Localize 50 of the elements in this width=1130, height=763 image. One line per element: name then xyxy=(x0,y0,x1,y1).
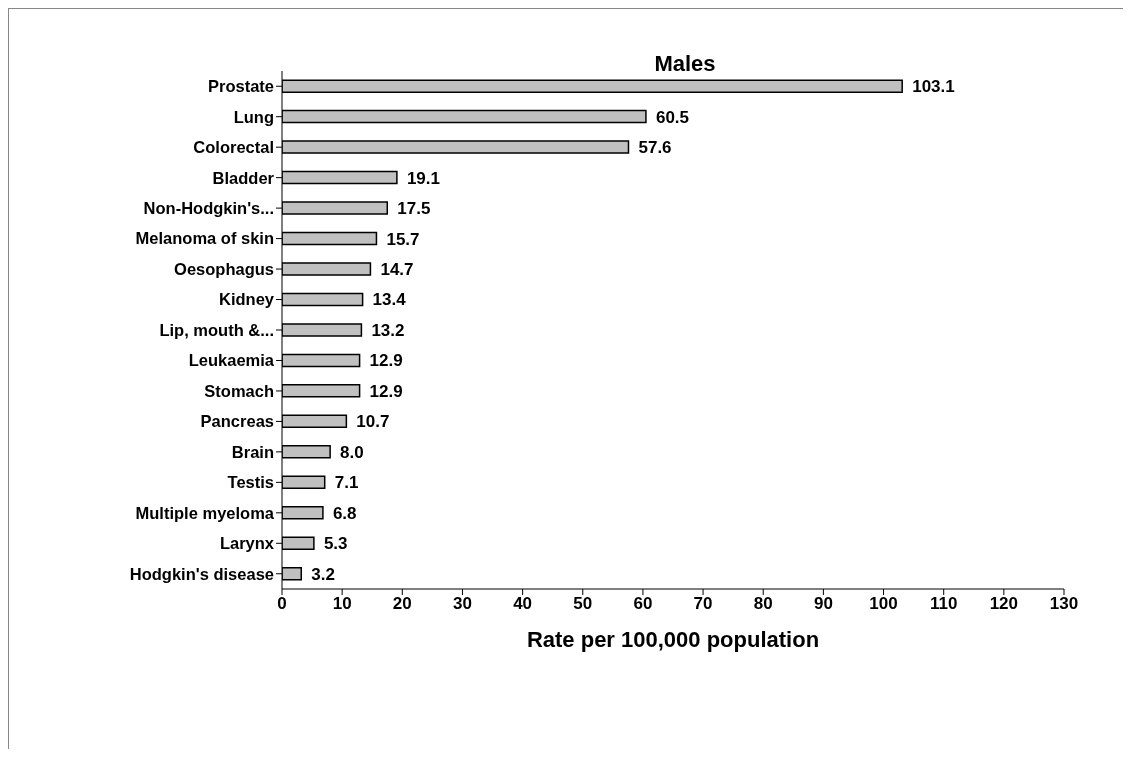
y-tick-label: Oesophagus xyxy=(174,259,274,278)
data-label: 14.7 xyxy=(380,260,414,279)
data-label: 12.9 xyxy=(369,351,403,371)
y-tick-label: Prostate xyxy=(207,77,274,96)
data-label: 12.9 xyxy=(369,381,403,401)
y-tick-label: Pancreas xyxy=(200,412,274,431)
data-label: 57.6 xyxy=(638,138,672,158)
data-label: 13.4 xyxy=(372,290,407,310)
data-label: 10.7 xyxy=(356,412,390,432)
data-label: 15.7 xyxy=(386,229,420,249)
x-tick-label: 120 xyxy=(989,594,1019,614)
x-tick-label: 0 xyxy=(277,594,287,614)
data-label: 103.1 xyxy=(912,77,955,97)
data-label: 6.8 xyxy=(332,503,357,523)
x-tick-label: 10 xyxy=(332,594,352,614)
y-tick-label: Hodgkin's disease xyxy=(129,564,274,583)
y-tick-label: Brain xyxy=(231,442,274,461)
data-label: 5.3 xyxy=(323,534,348,554)
x-tick-label: 20 xyxy=(392,594,412,614)
y-tick-label: Lung xyxy=(233,107,274,126)
x-tick-label: 30 xyxy=(453,594,472,614)
data-label: 8.0 xyxy=(340,442,364,462)
y-tick-label: Leukaemia xyxy=(188,351,275,370)
y-tick-label: Kidney xyxy=(218,290,275,309)
data-label: 60.5 xyxy=(655,107,690,127)
y-tick-label: Testis xyxy=(227,473,274,492)
x-tick-label: 40 xyxy=(513,594,533,614)
x-tick-label: 130 xyxy=(1049,594,1079,614)
data-label: 7.1 xyxy=(334,473,359,493)
y-tick-label: Stomach xyxy=(204,381,274,400)
x-tick-label: 80 xyxy=(753,594,773,614)
y-tick-label: Melanoma of skin xyxy=(135,229,274,248)
x-tick-label: 70 xyxy=(693,594,713,614)
y-tick-label: Non-Hodgkin's... xyxy=(143,198,274,217)
data-label: 3.2 xyxy=(311,564,335,584)
x-tick-label: 90 xyxy=(813,594,833,614)
x-tick-label: 100 xyxy=(869,594,898,614)
data-label: 13.2 xyxy=(371,320,405,340)
x-axis-title: Rate per 100,000 population xyxy=(526,626,820,652)
data-label: 19.1 xyxy=(406,168,440,188)
y-tick-label: Bladder xyxy=(212,168,275,187)
y-tick-label: Colorectal xyxy=(193,138,274,157)
data-label: 17.5 xyxy=(397,199,431,219)
x-tick-label: 60 xyxy=(633,594,653,614)
chart-title: Males xyxy=(653,51,717,77)
y-tick-label: Lip, mouth &... xyxy=(159,320,274,339)
y-tick-label: Multiple myeloma xyxy=(135,503,275,522)
x-tick-label: 50 xyxy=(573,594,593,614)
x-tick-label: 110 xyxy=(929,594,958,614)
y-tick-label: Larynx xyxy=(219,534,275,553)
